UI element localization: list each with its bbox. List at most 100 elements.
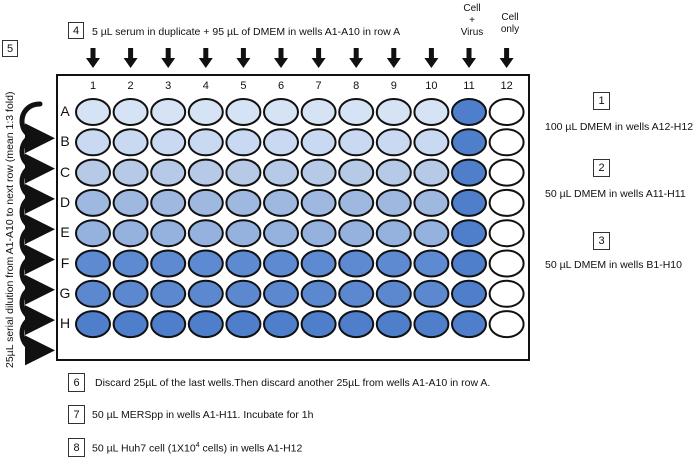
well-E8 <box>338 219 375 248</box>
down-arrow-col-1 <box>86 48 100 68</box>
well-F10 <box>413 249 450 278</box>
down-arrow-col-11 <box>462 48 476 68</box>
well-G10 <box>413 279 450 308</box>
row-label-C: C <box>59 163 71 180</box>
down-arrow-col-7 <box>311 48 326 68</box>
col11-header-line1: Cell <box>463 3 481 14</box>
row-label-D: D <box>59 193 71 210</box>
column-number-12: 12 <box>500 80 513 92</box>
well-B12 <box>488 128 525 157</box>
well-E6 <box>263 219 299 248</box>
column-number-11: 11 <box>463 80 475 92</box>
well-H10 <box>413 310 450 339</box>
col11-header: Cell + Virus <box>447 3 497 39</box>
well-C3 <box>150 158 187 187</box>
dilution-arrow-8 <box>19 313 55 366</box>
well-H12 <box>488 310 525 339</box>
step-3-text: 50 µL DMEM in wells B1-H10 <box>545 259 682 271</box>
row-label-A: A <box>60 103 70 119</box>
col12-header: Cell only <box>488 12 532 36</box>
well-F1 <box>75 249 111 278</box>
well-A9 <box>375 98 412 126</box>
down-arrow-col-12 <box>499 48 514 68</box>
well-H6 <box>263 310 299 339</box>
well-G2 <box>112 279 149 308</box>
step-7-number: 7 <box>68 405 85 424</box>
well-C1 <box>75 158 111 187</box>
column-number-4: 4 <box>202 80 209 92</box>
well-G7 <box>300 279 337 308</box>
well-E1 <box>75 219 111 248</box>
well-F7 <box>300 249 337 278</box>
well-B3 <box>150 128 187 157</box>
well-D12 <box>488 188 525 217</box>
well-B11 <box>451 128 487 157</box>
column-number-1: 1 <box>89 80 97 92</box>
well-E7 <box>300 219 337 248</box>
step-5-number: 5 <box>2 40 18 57</box>
well-A5 <box>225 98 262 126</box>
well-F8 <box>338 249 375 278</box>
well-B4 <box>187 128 224 157</box>
step-4-number: 4 <box>68 22 84 39</box>
well-H2 <box>112 310 149 339</box>
well-G12 <box>488 279 525 308</box>
col12-header-line2: only <box>500 24 520 35</box>
well-G11 <box>451 279 487 308</box>
well-F6 <box>263 249 299 278</box>
well-A12 <box>488 98 525 126</box>
well-D4 <box>187 188 224 217</box>
well-A1 <box>75 98 111 126</box>
well-H4 <box>187 310 224 339</box>
step-7-text: 50 µL MERSpp in wells A1-H11. Incubate f… <box>92 409 314 421</box>
column-number-7: 7 <box>315 80 322 92</box>
well-E10 <box>413 219 450 248</box>
well-D11 <box>451 188 487 217</box>
well-G9 <box>375 279 412 308</box>
well-G5 <box>225 279 262 308</box>
row-label-G: G <box>59 284 71 301</box>
col11-header-line2: + <box>469 15 475 26</box>
well-F12 <box>488 249 525 278</box>
well-H8 <box>338 310 375 339</box>
column-number-10: 10 <box>425 80 438 92</box>
well-A8 <box>338 98 375 126</box>
column-number-8: 8 <box>353 80 360 92</box>
well-F4 <box>187 249 224 278</box>
step-8-text-prefix: 50 µL Huh7 cell (1X10 <box>92 442 196 455</box>
well-A4 <box>187 98 224 126</box>
well-C10 <box>413 158 450 187</box>
well-D1 <box>75 188 111 217</box>
down-arrow-col-4 <box>198 48 213 68</box>
down-arrow-col-6 <box>274 48 288 68</box>
step-4-text: 5 µL serum in duplicate + 95 µL of DMEM … <box>92 26 401 38</box>
well-E2 <box>112 219 149 248</box>
step-6-text: Discard 25µL of the last wells.Then disc… <box>95 377 491 389</box>
well-D10 <box>413 188 450 217</box>
column-arrows <box>86 48 514 68</box>
well-F5 <box>225 249 262 278</box>
serial-dilution-arrows <box>19 101 55 366</box>
step-3-number: 3 <box>593 232 610 250</box>
well-H7 <box>300 310 337 339</box>
well-A3 <box>150 98 187 126</box>
well-C4 <box>187 158 224 187</box>
well-D5 <box>225 188 262 217</box>
step-2-number: 2 <box>593 159 610 177</box>
well-C9 <box>375 158 412 187</box>
column-number-9: 9 <box>390 80 397 92</box>
col12-header-line1: Cell <box>501 12 519 23</box>
step-8-text-suffix: cells) in wells A1-H12 <box>199 442 303 455</box>
well-C8 <box>338 158 375 187</box>
well-H9 <box>375 310 412 339</box>
well-C6 <box>263 158 299 187</box>
well-G8 <box>338 279 375 308</box>
step-8-number: 8 <box>68 438 85 457</box>
well-E12 <box>488 219 525 248</box>
well-E5 <box>225 219 262 248</box>
column-number-3: 3 <box>165 80 172 92</box>
well-B9 <box>375 128 412 157</box>
step-1-text: 100 µL DMEM in wells A12-H12 <box>545 121 694 133</box>
well-G6 <box>263 279 299 308</box>
well-A2 <box>112 98 149 126</box>
